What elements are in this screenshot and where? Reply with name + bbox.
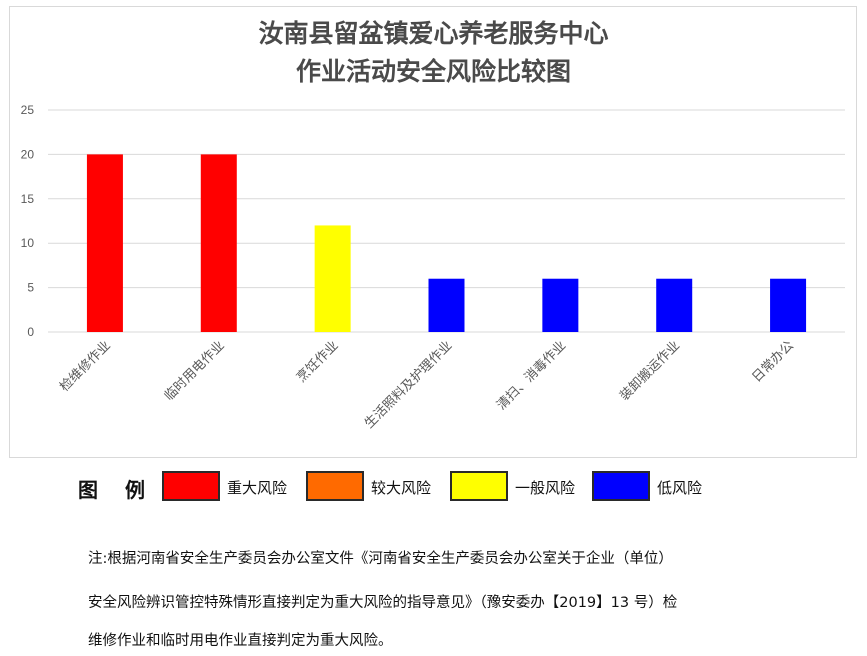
legend-swatch-significant-risk <box>306 471 364 501</box>
bars <box>86 154 807 332</box>
bar-1 <box>86 154 123 332</box>
legend-title: 图 例 <box>78 478 155 502</box>
legend-label-low-risk: 低风险 <box>657 479 703 497</box>
chart-title-line1: 汝南县留盆镇爱心养老服务中心 <box>258 19 609 48</box>
note-line-1: 注:根据河南省安全生产委员会办公室文件《河南省安全生产委员会办公室关于企业（单位… <box>88 551 673 567</box>
y-tick-label: 10 <box>21 236 35 250</box>
x-tick-label: 检维修作业 <box>57 338 114 395</box>
x-tick-label: 生活照料及护理作业 <box>362 338 455 431</box>
legend-label-general-risk: 一般风险 <box>515 479 576 497</box>
bar-4 <box>428 278 465 332</box>
chart-title-line2: 作业活动安全风险比较图 <box>295 57 571 86</box>
legend-label-major-risk: 重大风险 <box>227 479 288 497</box>
bar-6 <box>656 278 693 332</box>
bar-5 <box>542 278 579 332</box>
x-tick-label: 烹饪作业 <box>294 338 341 385</box>
legend-label-significant-risk: 较大风险 <box>371 479 432 497</box>
y-axis-ticks: 0 5 10 15 20 25 <box>21 103 35 339</box>
chart-frame <box>9 6 857 458</box>
x-tick-label: 装卸搬运作业 <box>617 338 683 404</box>
x-tick-label: 清扫、消毒作业 <box>494 338 569 413</box>
y-tick-label: 15 <box>21 192 35 206</box>
legend-swatch-general-risk <box>450 471 508 501</box>
legend-swatch-major-risk <box>162 471 220 501</box>
note-line-3: 维修作业和临时用电作业直接判定为重大风险。 <box>88 633 393 649</box>
bar-chart: 0 5 10 15 20 25 检维修作业 临时用电作业 烹饪作业 生活照料及护理作业 清扫、消毒… <box>21 103 845 432</box>
y-tick-label: 5 <box>27 281 34 295</box>
note-line-2: 安全风险辨识管控特殊情形直接判定为重大风险的指导意见》（豫安委办【2019】13… <box>88 595 678 611</box>
y-tick-label: 20 <box>21 147 35 161</box>
y-tick-label: 0 <box>27 325 34 339</box>
bar-3 <box>314 225 351 332</box>
y-tick-label: 25 <box>21 103 35 117</box>
legend: 图 例 重大风险 较大风险 一般风险 低风险 <box>78 470 858 506</box>
x-tick-label: 临时用电作业 <box>162 338 228 404</box>
x-tick-label: 日常办公 <box>750 338 797 385</box>
legend-swatch-low-risk <box>592 471 650 501</box>
bar-2 <box>200 154 237 332</box>
bar-7 <box>770 278 807 332</box>
grid-lines <box>48 109 845 333</box>
x-axis-labels: 检维修作业 临时用电作业 烹饪作业 生活照料及护理作业 清扫、消毒作业 装卸搬运作业 日常办… <box>57 338 797 432</box>
